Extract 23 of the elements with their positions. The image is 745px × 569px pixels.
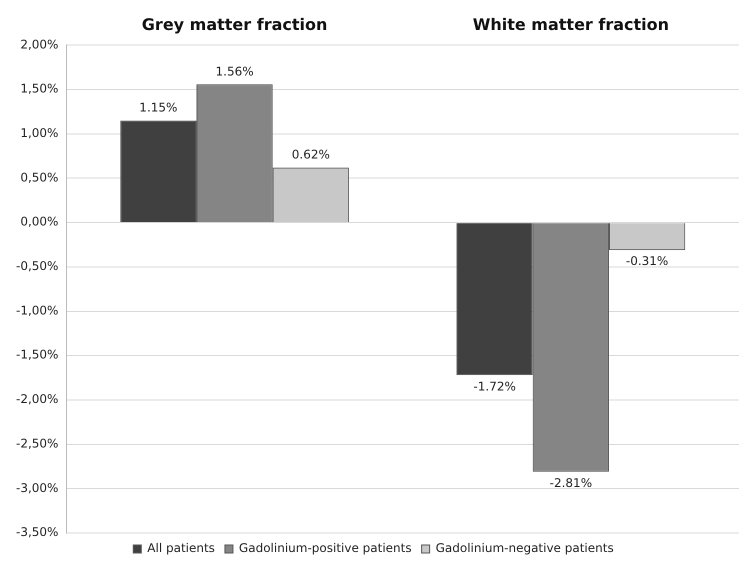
data-label: 0.62% — [292, 148, 330, 162]
y-tick-label: 0,50% — [20, 170, 58, 184]
y-tick-label: 2,00% — [20, 37, 58, 52]
y-tick-label: -3,50% — [16, 525, 58, 540]
y-tick-label: -2,00% — [16, 392, 58, 406]
legend-label: Gadolinium-positive patients — [238, 541, 412, 556]
data-label: -0.31% — [626, 254, 668, 268]
y-tick-label: 0,00% — [20, 214, 58, 229]
y-tick-label: -2,50% — [16, 436, 58, 450]
data-label: -1.72% — [473, 379, 516, 394]
legend-label: Gadolinium-negative patients — [436, 541, 614, 556]
y-tick-label: -1,50% — [16, 348, 58, 362]
y-tick-label: -1,00% — [16, 303, 58, 318]
data-label: 1.15% — [139, 100, 178, 115]
data-label: 1.56% — [216, 64, 254, 78]
x-tick-label: Grey matter fraction — [142, 14, 328, 34]
y-tick-label: -3,00% — [16, 480, 58, 495]
legend-label: All patients — [147, 541, 215, 556]
x-tick-label: White matter fraction — [472, 14, 670, 34]
y-tick-label: 1,50% — [20, 82, 58, 96]
data-label: -2.81% — [550, 476, 592, 490]
y-tick-label: -0,50% — [16, 259, 58, 274]
y-tick-label: 1,00% — [20, 126, 58, 140]
